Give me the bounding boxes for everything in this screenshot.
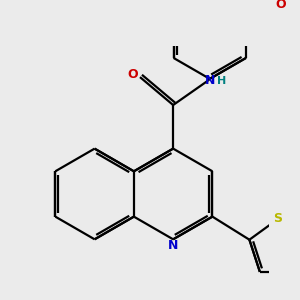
- Text: N: N: [205, 74, 215, 87]
- Text: O: O: [128, 68, 138, 81]
- Text: S: S: [273, 212, 282, 225]
- Text: N: N: [168, 239, 178, 252]
- Text: H: H: [218, 76, 226, 86]
- Text: O: O: [275, 0, 286, 11]
